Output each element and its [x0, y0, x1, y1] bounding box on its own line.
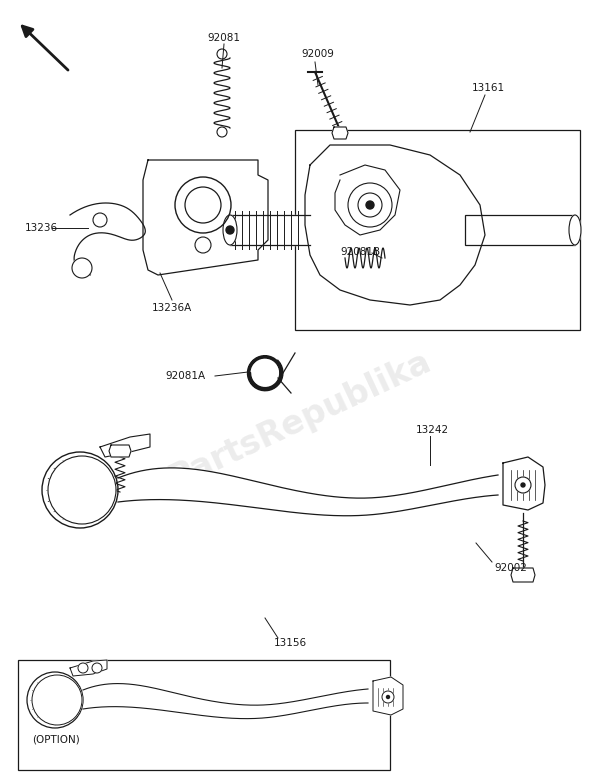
Text: PartsRepublika: PartsRepublika	[164, 345, 436, 495]
Bar	[465, 215, 575, 245]
Text: (OPTION): (OPTION)	[32, 735, 80, 745]
Polygon shape	[70, 660, 107, 676]
Ellipse shape	[569, 215, 581, 245]
Text: 13156: 13156	[274, 638, 307, 648]
Text: 92002: 92002	[494, 563, 527, 573]
Text: 13236A: 13236A	[152, 303, 192, 313]
Polygon shape	[100, 434, 150, 457]
Circle shape	[48, 456, 116, 524]
Polygon shape	[503, 457, 545, 510]
Circle shape	[92, 663, 102, 673]
Polygon shape	[230, 215, 310, 245]
Polygon shape	[109, 445, 131, 457]
Circle shape	[366, 201, 374, 209]
Polygon shape	[511, 568, 535, 582]
Bar	[295, 130, 580, 330]
Circle shape	[382, 691, 394, 703]
Ellipse shape	[223, 215, 237, 245]
Circle shape	[27, 672, 83, 728]
Circle shape	[42, 452, 118, 528]
Polygon shape	[143, 160, 268, 275]
Circle shape	[521, 483, 525, 487]
Text: 92081: 92081	[208, 33, 241, 43]
Circle shape	[72, 258, 92, 278]
Circle shape	[93, 213, 107, 227]
Polygon shape	[305, 145, 485, 305]
Text: 92009: 92009	[302, 49, 334, 59]
Text: 13161: 13161	[472, 83, 505, 93]
Text: 92081A: 92081A	[165, 371, 205, 381]
Text: 13242: 13242	[415, 425, 449, 435]
Polygon shape	[332, 127, 348, 139]
Text: 13236: 13236	[25, 223, 58, 233]
Circle shape	[348, 183, 392, 227]
Circle shape	[358, 193, 382, 217]
Circle shape	[386, 695, 389, 698]
Circle shape	[515, 477, 531, 493]
Bar	[465, 215, 575, 245]
Circle shape	[195, 237, 211, 253]
Circle shape	[32, 675, 82, 725]
Text: 92081B: 92081B	[340, 247, 380, 257]
Bar	[18, 660, 390, 770]
Circle shape	[185, 187, 221, 223]
Circle shape	[226, 226, 234, 234]
Circle shape	[78, 663, 88, 673]
Polygon shape	[373, 677, 403, 715]
Circle shape	[175, 177, 231, 233]
